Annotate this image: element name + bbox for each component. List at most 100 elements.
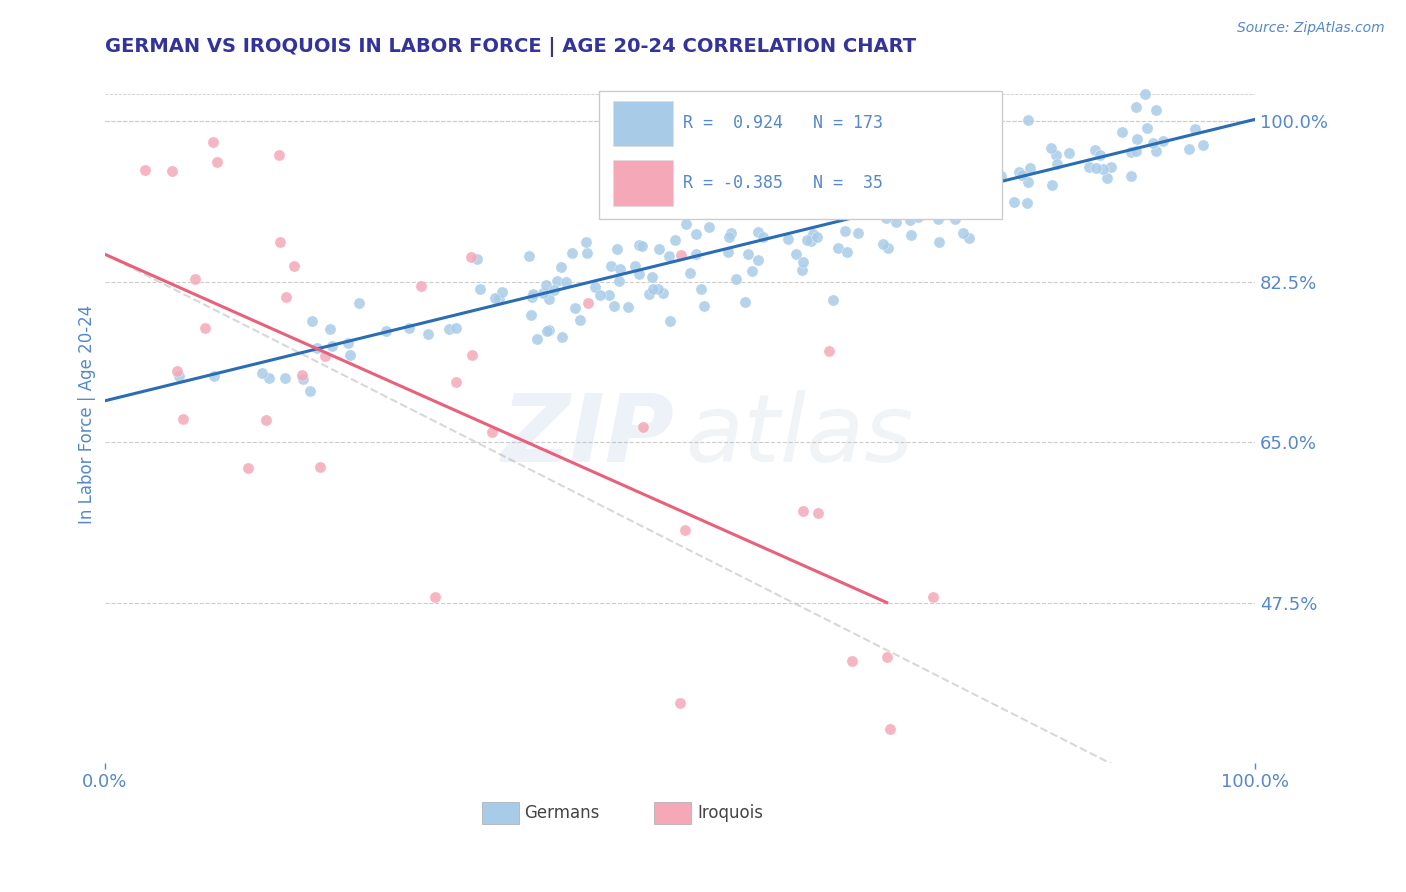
- Point: [690, 282, 713, 296]
- Point: [398, 320, 420, 334]
- Text: Iroquois: Iroquois: [697, 805, 763, 822]
- Point: [972, 195, 994, 210]
- Point: [437, 322, 460, 336]
- FancyBboxPatch shape: [599, 91, 1002, 219]
- Point: [254, 413, 277, 427]
- Point: [807, 196, 830, 211]
- Point: [600, 259, 623, 273]
- Point: [1142, 136, 1164, 150]
- Point: [778, 232, 800, 246]
- Point: [928, 235, 950, 250]
- Point: [957, 173, 980, 187]
- Point: [912, 190, 935, 204]
- Point: [1126, 132, 1149, 146]
- Point: [831, 175, 853, 189]
- Point: [841, 654, 863, 668]
- Point: [526, 332, 548, 346]
- FancyBboxPatch shape: [482, 802, 519, 824]
- Point: [536, 325, 558, 339]
- Point: [789, 207, 811, 221]
- Point: [444, 376, 467, 390]
- Point: [720, 226, 742, 240]
- Point: [166, 364, 188, 378]
- Point: [697, 220, 720, 235]
- Point: [537, 323, 560, 337]
- Point: [827, 241, 849, 255]
- Point: [884, 215, 907, 229]
- Point: [641, 270, 664, 285]
- Point: [897, 173, 920, 187]
- Point: [981, 136, 1004, 151]
- Point: [792, 504, 814, 518]
- Point: [576, 295, 599, 310]
- Point: [491, 285, 513, 299]
- Point: [551, 329, 574, 343]
- Point: [314, 349, 336, 363]
- Point: [575, 235, 598, 249]
- Point: [470, 282, 492, 296]
- Point: [801, 227, 824, 242]
- Point: [1040, 140, 1063, 154]
- Point: [846, 227, 869, 241]
- Point: [167, 368, 190, 383]
- Point: [734, 294, 756, 309]
- Point: [1191, 138, 1213, 153]
- Point: [1045, 147, 1067, 161]
- Point: [792, 254, 814, 268]
- Point: [983, 182, 1005, 196]
- Point: [283, 259, 305, 273]
- Point: [537, 292, 560, 306]
- Point: [807, 506, 830, 520]
- Point: [1135, 87, 1157, 101]
- Point: [336, 335, 359, 350]
- Point: [925, 205, 948, 219]
- Point: [957, 231, 980, 245]
- Point: [1017, 176, 1039, 190]
- Point: [685, 227, 707, 241]
- Point: [576, 246, 599, 260]
- Point: [685, 246, 707, 260]
- Point: [785, 247, 807, 261]
- Point: [409, 279, 432, 293]
- Point: [172, 411, 194, 425]
- Point: [980, 179, 1002, 194]
- Point: [321, 338, 343, 352]
- Point: [1040, 178, 1063, 192]
- Point: [717, 230, 740, 244]
- Point: [598, 288, 620, 302]
- Point: [1125, 145, 1147, 159]
- Point: [675, 218, 697, 232]
- Point: [1084, 144, 1107, 158]
- Point: [901, 180, 924, 194]
- Point: [799, 234, 821, 248]
- Point: [1125, 100, 1147, 114]
- Point: [842, 195, 865, 210]
- Point: [564, 301, 586, 315]
- Point: [202, 368, 225, 383]
- Point: [1178, 142, 1201, 156]
- Point: [858, 202, 880, 217]
- Point: [583, 279, 606, 293]
- Point: [839, 155, 862, 169]
- Point: [236, 461, 259, 475]
- Point: [1184, 122, 1206, 136]
- Point: [823, 293, 845, 307]
- Point: [1002, 194, 1025, 209]
- Point: [465, 252, 488, 267]
- Point: [550, 260, 572, 274]
- Point: [900, 228, 922, 243]
- Point: [589, 287, 612, 301]
- Point: [627, 237, 650, 252]
- Point: [606, 242, 628, 256]
- Point: [752, 230, 775, 244]
- Point: [952, 226, 974, 240]
- Point: [990, 169, 1012, 183]
- FancyBboxPatch shape: [613, 161, 673, 205]
- Point: [202, 135, 225, 149]
- Point: [291, 368, 314, 383]
- Text: ZIP: ZIP: [501, 390, 673, 482]
- Point: [520, 290, 543, 304]
- Text: Germans: Germans: [524, 805, 600, 822]
- Point: [1059, 146, 1081, 161]
- Point: [301, 314, 323, 328]
